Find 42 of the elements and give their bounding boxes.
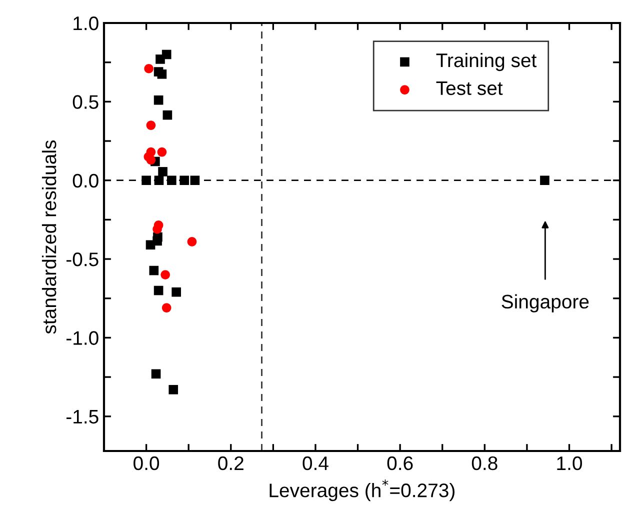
point [144, 64, 154, 74]
point [157, 147, 167, 157]
y-tick-label: -1.5 [66, 410, 98, 424]
point [152, 224, 162, 234]
y-tick-label: -1.0 [66, 331, 98, 345]
legend-label: Test set [436, 82, 503, 96]
x-tick-label: 0.8 [472, 456, 498, 470]
x-tick-label: 0.6 [387, 456, 413, 470]
point [146, 155, 156, 165]
point [153, 232, 162, 242]
point [540, 176, 550, 186]
point [187, 237, 197, 246]
point [190, 176, 200, 186]
point [156, 54, 165, 64]
point [160, 270, 170, 280]
x-tick-label: 0.4 [302, 456, 328, 470]
x-axis-title: Leverages (h$^{*}$=0.273) [270, 480, 454, 502]
y-tick-label: 0.5 [72, 95, 98, 109]
point [151, 369, 161, 379]
point [157, 69, 167, 79]
point [142, 176, 151, 186]
point [167, 176, 176, 186]
x-tick-label: 0.0 [134, 456, 160, 470]
point [154, 95, 164, 105]
point [180, 176, 190, 186]
point [168, 384, 178, 394]
point [154, 176, 164, 186]
x-tick-label: 1.0 [557, 456, 582, 470]
y-tick-label: 1.0 [74, 16, 98, 30]
legend-label: Training set [436, 52, 537, 72]
x-tick-label: 0.2 [218, 456, 244, 470]
y-axis-title: standardized residuals [42, 140, 56, 334]
point [162, 110, 172, 120]
annotation: Singapore [502, 294, 589, 312]
point [158, 167, 168, 176]
point [172, 287, 181, 297]
point [154, 286, 164, 296]
point [149, 266, 159, 276]
y-tick-label: -0.5 [66, 252, 98, 266]
y-tick-label: 0.0 [72, 174, 98, 188]
point [146, 120, 156, 130]
point [162, 303, 172, 312]
